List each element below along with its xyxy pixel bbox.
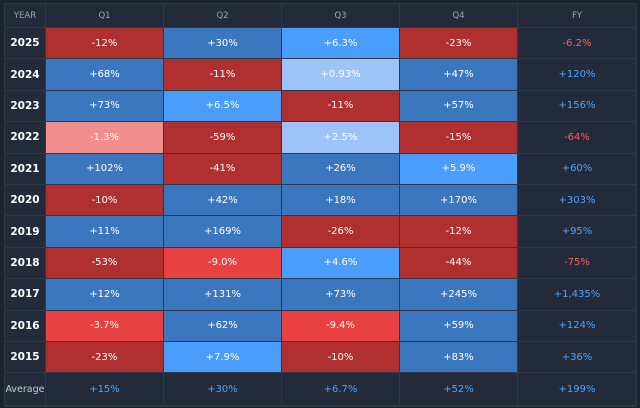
average-cell: +199% bbox=[518, 373, 637, 407]
return-cell: +4.6% bbox=[282, 247, 400, 280]
average-cell: +15% bbox=[46, 373, 164, 407]
fy-cell: +60% bbox=[518, 153, 637, 185]
year-cell: 2017 bbox=[5, 279, 46, 311]
return-cell: +2.5% bbox=[282, 122, 400, 154]
header-cell: Q4 bbox=[400, 4, 518, 28]
return-cell: +73% bbox=[282, 279, 400, 311]
return-cell: +245% bbox=[400, 279, 518, 311]
return-cell: +169% bbox=[164, 216, 282, 248]
return-cell: +73% bbox=[46, 90, 164, 123]
return-cell: +131% bbox=[164, 279, 282, 311]
return-cell: +47% bbox=[400, 59, 518, 91]
return-cell: -12% bbox=[46, 28, 164, 60]
return-cell: -26% bbox=[282, 216, 400, 248]
return-cell: +26% bbox=[282, 153, 400, 185]
return-cell: -1.3% bbox=[46, 122, 164, 154]
year-cell: 2016 bbox=[5, 310, 46, 342]
fy-cell: +156% bbox=[518, 90, 637, 123]
fy-cell: +124% bbox=[518, 310, 637, 342]
fy-cell: +36% bbox=[518, 341, 637, 374]
return-cell: -9.4% bbox=[282, 310, 400, 342]
return-cell: -12% bbox=[400, 216, 518, 248]
return-cell: +0.93% bbox=[282, 59, 400, 91]
year-cell: 2018 bbox=[5, 247, 46, 280]
header-cell: Q3 bbox=[282, 4, 400, 28]
year-cell: 2020 bbox=[5, 184, 46, 217]
average-cell: +30% bbox=[164, 373, 282, 407]
return-cell: -59% bbox=[164, 122, 282, 154]
header-cell: Q1 bbox=[46, 4, 164, 28]
return-cell: +18% bbox=[282, 184, 400, 217]
return-cell: -11% bbox=[164, 59, 282, 91]
return-cell: -23% bbox=[46, 341, 164, 374]
return-cell: +6.5% bbox=[164, 90, 282, 123]
return-cell: -10% bbox=[46, 184, 164, 217]
return-cell: -3.7% bbox=[46, 310, 164, 342]
return-cell: +170% bbox=[400, 184, 518, 217]
fy-cell: -6.2% bbox=[518, 28, 637, 60]
year-cell: 2019 bbox=[5, 216, 46, 248]
average-cell: +52% bbox=[400, 373, 518, 407]
returns-table: YEAR Q1 Q2 Q3 Q4 FY 2025 -12% +30% +6.3% -23% -6.2%… bbox=[4, 3, 637, 408]
average-cell: +6.7% bbox=[282, 373, 400, 407]
return-cell: -9.0% bbox=[164, 247, 282, 280]
average-label: Average bbox=[5, 373, 46, 407]
return-cell: +12% bbox=[46, 279, 164, 311]
return-cell: -44% bbox=[400, 247, 518, 280]
return-cell: +7.9% bbox=[164, 341, 282, 374]
return-cell: +5.9% bbox=[400, 153, 518, 185]
year-cell: 2021 bbox=[5, 153, 46, 185]
fy-cell: +1,435% bbox=[518, 279, 637, 311]
return-cell: -10% bbox=[282, 341, 400, 374]
return-cell: +83% bbox=[400, 341, 518, 374]
fy-cell: +95% bbox=[518, 216, 637, 248]
return-cell: -11% bbox=[282, 90, 400, 123]
fy-cell: +303% bbox=[518, 184, 637, 217]
return-cell: +68% bbox=[46, 59, 164, 91]
return-cell: +11% bbox=[46, 216, 164, 248]
year-cell: 2022 bbox=[5, 122, 46, 154]
return-cell: -23% bbox=[400, 28, 518, 60]
return-cell: +59% bbox=[400, 310, 518, 342]
return-cell: +102% bbox=[46, 153, 164, 185]
return-cell: -41% bbox=[164, 153, 282, 185]
fy-cell: -64% bbox=[518, 122, 637, 154]
year-cell: 2024 bbox=[5, 59, 46, 91]
return-cell: -53% bbox=[46, 247, 164, 280]
header-cell: FY bbox=[518, 4, 637, 28]
return-cell: +6.3% bbox=[282, 28, 400, 60]
fy-cell: -75% bbox=[518, 247, 637, 280]
header-cell: YEAR bbox=[5, 4, 46, 28]
return-cell: +30% bbox=[164, 28, 282, 60]
year-cell: 2023 bbox=[5, 90, 46, 123]
return-cell: +42% bbox=[164, 184, 282, 217]
header-cell: Q2 bbox=[164, 4, 282, 28]
return-cell: +62% bbox=[164, 310, 282, 342]
year-cell: 2025 bbox=[5, 28, 46, 60]
year-cell: 2015 bbox=[5, 341, 46, 374]
return-cell: +57% bbox=[400, 90, 518, 123]
return-cell: -15% bbox=[400, 122, 518, 154]
fy-cell: +120% bbox=[518, 59, 637, 91]
